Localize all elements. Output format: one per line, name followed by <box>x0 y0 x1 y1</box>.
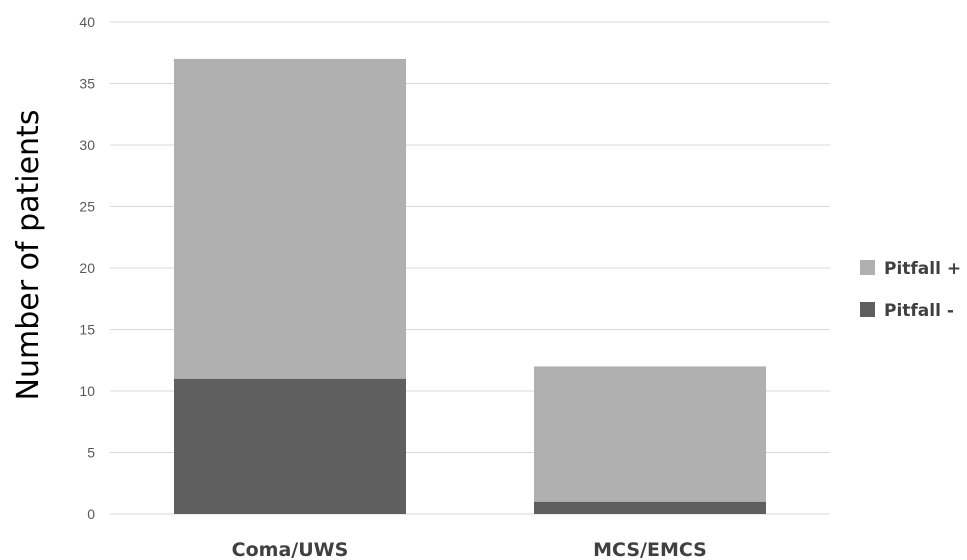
y-tick-label: 40 <box>79 14 95 30</box>
y-tick-label: 10 <box>79 383 95 399</box>
bars <box>174 58 766 514</box>
x-tick-label: Coma/UWS <box>232 539 349 560</box>
bar-segment <box>534 501 766 514</box>
category-labels: Coma/UWS MCS/EMCS <box>232 539 707 560</box>
y-axis-label: Number of patients <box>11 110 46 401</box>
legend-label: Pitfall + <box>884 259 961 279</box>
legend-label: Pitfall - <box>884 301 954 321</box>
legend-swatch <box>860 302 875 317</box>
y-tick-label: 15 <box>79 322 95 338</box>
bar-segment <box>534 366 766 502</box>
y-tick-label: 20 <box>79 260 95 276</box>
y-tick-label: 35 <box>79 76 95 92</box>
y-tick-label: 30 <box>79 137 95 153</box>
legend-swatch <box>860 260 875 275</box>
bar-segment <box>174 378 406 514</box>
bar-segment <box>174 58 406 379</box>
y-tick-label: 0 <box>87 506 95 522</box>
y-tick-labels: 0 5 10 15 20 25 30 35 40 <box>79 14 95 522</box>
legend: Pitfall + Pitfall - <box>860 259 961 321</box>
x-tick-label: MCS/EMCS <box>593 539 707 560</box>
y-tick-label: 25 <box>79 199 95 215</box>
y-tick-label: 5 <box>87 445 95 461</box>
